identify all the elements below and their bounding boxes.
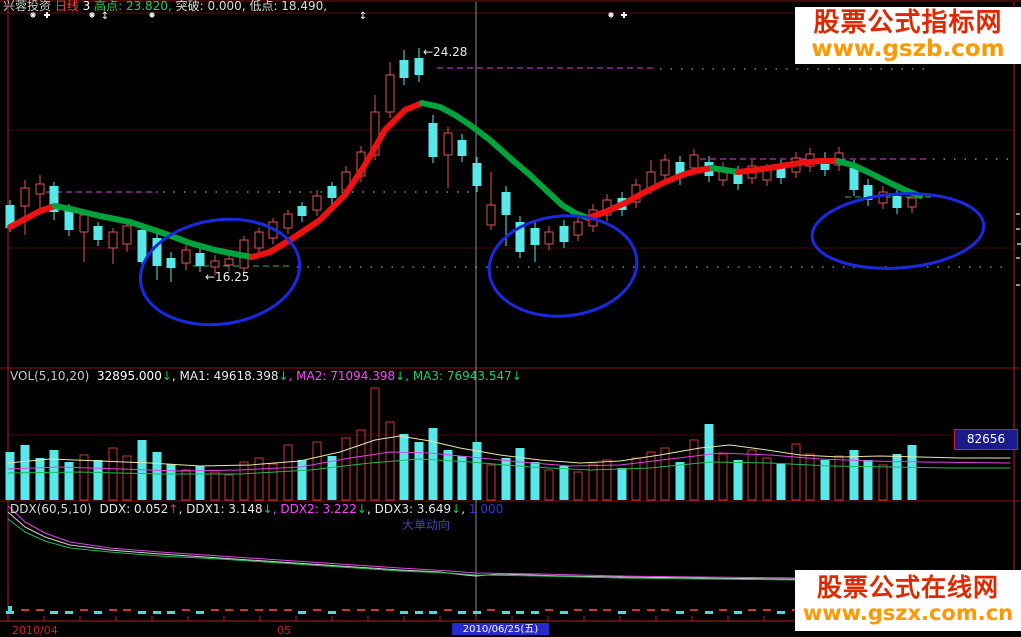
ddx-title-part: , DDX1: 3.148: [178, 502, 263, 516]
low-price-annotation: ←16.25: [205, 270, 250, 284]
vol-title-part: ↓: [511, 369, 522, 383]
high-price-annotation: ←24.28: [423, 45, 468, 59]
watermark-top-title: 股票公式指标网: [813, 8, 1003, 38]
vol-title-part: 32895.000: [96, 369, 162, 383]
vol-title-part: , MA1: 49618.398: [171, 369, 279, 383]
x-axis-date-label: 2010/04: [12, 624, 58, 637]
signal-markers: ↕ ↕: [30, 11, 627, 22]
ddx-title-part: ↑: [168, 502, 179, 516]
watermark-bottom: 股票公式在线网 www.gszx.com.cn: [795, 570, 1021, 631]
svg-text:↕: ↕: [101, 11, 109, 22]
volume-readout-box: 82656: [954, 429, 1018, 450]
ddx-indicator-title: DDX(60,5,10) DDX: 0.052↑, DDX1: 3.148↓, …: [10, 503, 503, 516]
grid-lines: [0, 0, 1021, 622]
ddx-lines-layer: [7, 505, 1011, 583]
vol-title-part: , MA2: 71094.398: [288, 369, 396, 383]
selected-date-label: 2010/06/25(五): [452, 623, 549, 635]
volume-bars-layer: [5, 387, 917, 501]
title-part: 突破: 0.000,: [175, 0, 250, 13]
vol-title-part: VOL(5,10,20): [10, 369, 97, 383]
large-order-trend-label: 大单动向: [402, 518, 451, 532]
volume-ma-lines: [7, 435, 1011, 475]
ddx-title-part: , DDX3: 3.649: [366, 502, 452, 516]
title-part: 3: [82, 0, 95, 13]
ddx-title-part: DDX(60,5,10): [10, 502, 100, 516]
watermark-top-url: www.gszb.com: [811, 36, 1005, 62]
title-part: 兴蓉投资: [3, 0, 55, 13]
reference-lines: [46, 67, 1010, 268]
watermark-bottom-url: www.gszx.com.cn: [802, 601, 1014, 625]
annotation-circles: [138, 192, 986, 327]
ddx-title-part: ↓: [262, 502, 273, 516]
ddx-title-part: ↓: [451, 502, 462, 516]
title-part: 低点: 18.490,: [249, 0, 331, 13]
ddx-title-part: DDX: 0.052: [99, 502, 169, 516]
volume-indicator-title: VOL(5,10,20) 32895.000↓, MA1: 49618.398↓…: [10, 370, 522, 383]
ma-ribbon-layer: [7, 100, 923, 260]
title-part: 日线: [54, 0, 83, 13]
ddx-title-part: ,: [461, 502, 469, 516]
vol-title-part: ↓: [161, 369, 172, 383]
vol-title-part: ↓: [278, 369, 289, 383]
watermark-bottom-title: 股票公式在线网: [816, 573, 999, 602]
ddx-title-part: , DDX2: 3.222: [272, 502, 357, 516]
title-part: 高点: 23.820,: [94, 0, 176, 13]
ddx-title-part: 1 000: [468, 502, 504, 516]
x-axis-date-label: 05: [277, 624, 291, 637]
watermark-top: 股票公式指标网 www.gszb.com: [795, 7, 1021, 64]
chart-title-bar: 兴蓉投资 日线 3 高点: 23.820, 突破: 0.000, 低点: 18.…: [3, 0, 331, 13]
ddx-stripe: [6, 606, 921, 614]
vol-title-part: ↓: [395, 369, 406, 383]
ddx-title-part: ↓: [356, 502, 367, 516]
svg-text:↕: ↕: [359, 11, 367, 22]
vol-title-part: , MA3: 76943.547: [405, 369, 512, 383]
edge-fragments: [1016, 213, 1021, 286]
